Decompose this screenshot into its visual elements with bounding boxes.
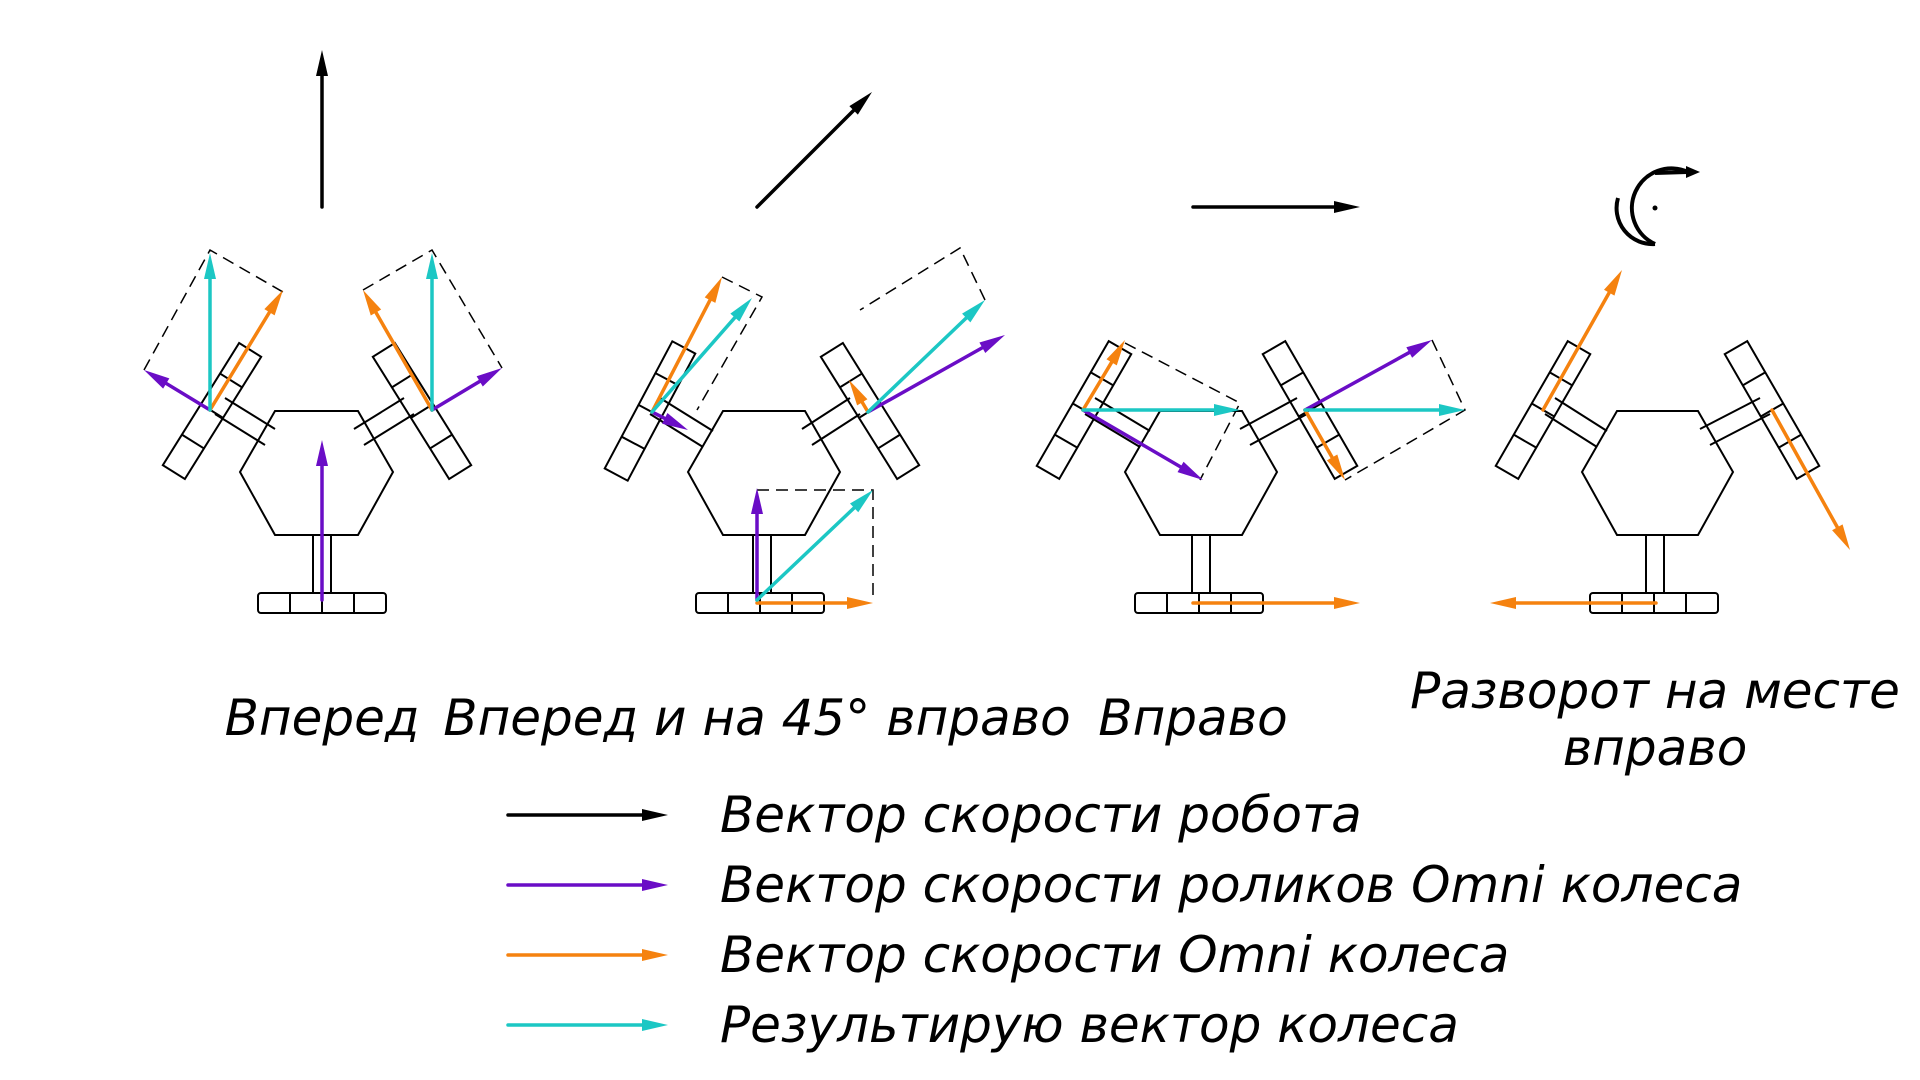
robot-velocity-arrow [755,92,872,209]
legend-item-wheel: Вектор скорости Omni колеса [506,926,1509,984]
legend-label-result: Результирую вектор колеса [720,996,1459,1054]
arrowhead [1603,270,1622,296]
result-vector-left [650,298,752,414]
arrowhead [1326,454,1345,480]
wheel-vector-right [1303,408,1345,480]
roller-vector-right [430,368,502,412]
arrowhead [847,597,873,609]
caption-right: Вправо [1098,689,1287,747]
legend-item-result: Результирую вектор колеса [506,996,1459,1054]
arrowhead [426,253,438,279]
arrowhead [1214,404,1240,416]
roller-vector-left [650,410,688,430]
robot-body [1544,397,1771,593]
wheel-vector-right [363,290,434,412]
caption-rotate-line1: Разворот на месте [1410,662,1900,720]
wheel-vectors [650,277,1005,609]
arrowhead [642,1019,668,1031]
panel-right: Вправо [1035,201,1466,747]
arrowhead [1406,340,1432,358]
roller-vector-bottom [316,440,328,602]
wheel-vector-right [849,380,870,414]
legend-arrow-result [506,1019,668,1031]
robot-body [1084,397,1308,593]
wheel-vector-left [1081,340,1125,412]
arrowhead [849,380,868,406]
arrowhead [1106,340,1125,366]
arrowhead [316,440,328,466]
roller-vector-left [1081,408,1203,480]
arrowhead [363,290,382,316]
result-vector-left [1081,404,1240,416]
robot-body [214,397,415,593]
arrowhead [704,277,722,303]
caption-rotate-line2: вправо [1563,719,1748,777]
legend-arrow-wheel [506,949,668,961]
caption-forward: Вперед [225,689,420,747]
panel-forward: Вперед [143,50,503,747]
robot-velocity-arrow [316,50,328,209]
dashed-parallelograms [696,246,986,600]
result-vector-left [204,253,216,412]
legend-item-rollers: Вектор скорости роликов Omni колеса [506,856,1742,914]
arrowhead [1832,524,1850,550]
arrowhead [1334,597,1360,609]
wheel-vectors [1490,270,1850,609]
arrowhead [1177,461,1203,480]
arrowhead [1334,201,1360,213]
dashed-parallelograms [143,248,503,371]
roller-vector-right [1303,340,1432,412]
wheel-vectors [1081,340,1465,609]
roller-vector-bottom [751,488,763,602]
arrowhead [1439,404,1465,416]
arrowhead [1490,597,1516,609]
arrowhead [316,50,328,76]
result-vector-right [866,300,985,414]
arrowhead [476,368,502,387]
arrowhead [962,300,985,323]
rotation-symbol [1614,166,1700,247]
panel-rotate-in-place-right: Разворот на месте вправо [1410,166,1900,777]
wheel-right [371,341,473,481]
wheel-vector-bottom [755,597,873,609]
arrowhead [849,92,872,115]
legend-label-wheel: Вектор скорости Omni колеса [720,926,1509,984]
result-vector-right [1303,404,1465,416]
roller-vector-right [866,335,1005,414]
legend-arrow-robot [506,809,668,821]
robot-velocity-arrow [1191,201,1360,213]
legend-arrow-rollers [506,879,668,891]
wheel-vector-bottom [1490,597,1658,609]
arrowhead [751,488,763,514]
arrowhead [642,809,668,821]
arrowhead [642,949,668,961]
legend: Вектор скорости робота Вектор скорости р… [506,786,1742,1054]
legend-label-robot: Вектор скорости робота [720,786,1362,844]
wheel-vector-left [208,290,283,412]
caption-forward-45-right: Вперед и на 45° вправо [443,689,1070,747]
result-vector-right [426,253,438,412]
arrowhead [204,253,216,279]
wheel-vector-left [650,277,722,414]
legend-item-robot: Вектор скорости робота [506,786,1362,844]
wheel-vector-right [1770,408,1850,550]
result-vector-bottom [755,490,873,602]
arrowhead [264,290,283,316]
wheel-vector-left [1541,270,1622,412]
arrowhead [730,298,752,322]
legend-label-rollers: Вектор скорости роликов Omni колеса [720,856,1742,914]
arrowhead [850,490,873,513]
arrowhead [662,413,688,430]
wheel-vector-bottom [1191,597,1360,609]
panel-forward-45-right: Вперед и на 45° вправо [443,92,1071,747]
arrowhead [642,879,668,891]
wheel-vectors [144,253,502,602]
arrowhead [144,370,170,389]
roller-vector-left [144,370,212,412]
arrowhead [979,335,1005,353]
